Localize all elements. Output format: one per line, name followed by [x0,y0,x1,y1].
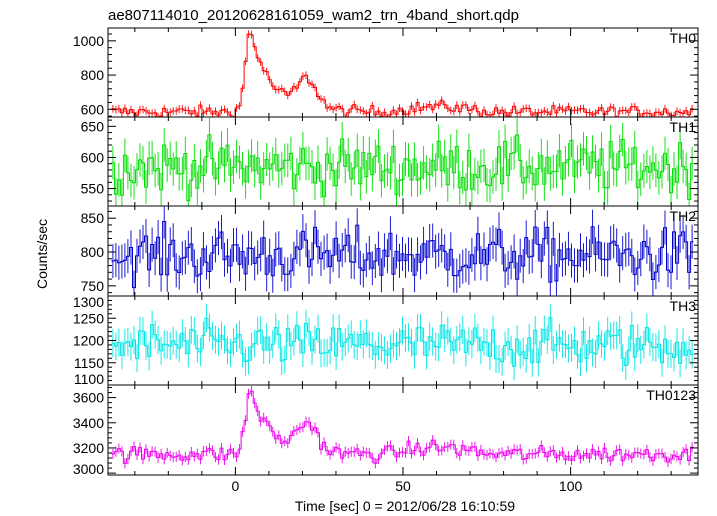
y-tick-label: 550 [81,181,105,197]
x-tick-label: 50 [395,478,411,494]
chart-title: ae807114010_20120628161059_wam2_trn_4ban… [108,7,519,24]
x-axis: 0 50 100 [231,478,582,494]
y-tick-label: 1200 [73,333,104,349]
y-tick-label: 3200 [73,440,104,456]
panel-label-th1: TH1 [670,119,697,135]
y-tick-label: 850 [81,210,105,226]
series-line-th1 [111,134,694,202]
panel-th2: 750 800 850 TH2 [81,205,699,297]
panel-label-th0: TH0 [670,30,697,46]
y-tick-label: 650 [81,118,105,134]
series-line-th0123 [111,390,694,464]
y-tick-label: 1250 [73,310,104,326]
y-tick-label: 800 [81,67,105,83]
series-error-bars-th3 [112,303,693,381]
y-tick-label: 3000 [73,461,104,477]
y-tick-label: 800 [81,244,105,260]
series-error-bars-th0 [112,30,693,117]
y-axis-label: Counts/sec [34,219,50,289]
y-tick-label: 1300 [73,294,104,310]
y-tick-label: 1000 [73,33,104,49]
y-tick-label: 3600 [73,390,104,406]
y-tick-label: 1100 [74,371,104,387]
panel-label-th2: TH2 [670,208,697,224]
y-tick-label: 750 [81,278,105,294]
y-tick-label: 600 [81,149,105,165]
y-tick-label: 600 [81,101,105,117]
panel-frame [107,27,699,118]
panel-label-th3: TH3 [670,298,697,314]
panel-th1: 550 600 650 TH1 [81,116,699,207]
series-line-th0 [111,33,694,117]
series-error-bars-th1 [112,118,693,206]
series-line-th2 [111,221,694,289]
y-tick-label: 3400 [73,415,104,431]
x-tick-label: 0 [231,478,239,494]
panel-th0123: 3000 3200 3400 3600 TH0123 [73,384,699,477]
x-tick-label: 100 [559,478,583,494]
series-error-bars-th2 [112,206,693,296]
series-error-bars-th0123 [112,386,693,469]
x-axis-label: Time [sec] 0 = 2012/06/28 16:10:59 [295,498,515,514]
panel-frame [107,295,699,386]
panel-th0: 600 800 1000 TH0 [73,27,699,118]
panel-label-th0123: TH0123 [646,387,696,403]
series-line-th3 [111,317,694,367]
panel-frame [107,384,699,476]
y-tick-label: 1150 [74,355,104,371]
